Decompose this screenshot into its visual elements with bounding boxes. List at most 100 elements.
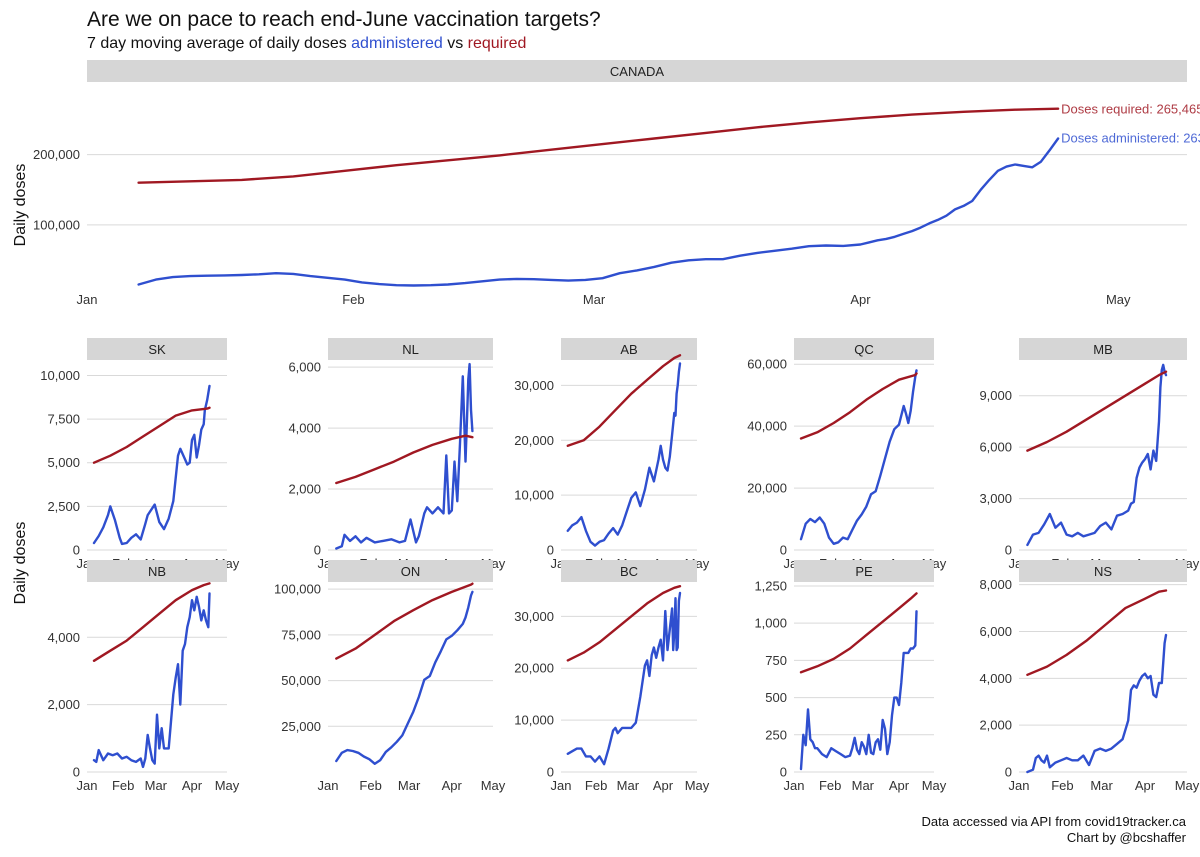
facet-strip-bc (561, 560, 697, 582)
subtitle-required: required (467, 35, 527, 52)
chart-caption: Data accessed via API from covid19tracke… (922, 814, 1186, 846)
x-tick-label-on: Mar (398, 778, 421, 793)
annotation-administered: Doses administered: 263,245 (1061, 131, 1200, 146)
y-tick-label-nl: 2,000 (288, 482, 321, 497)
y-tick-label-pe: 750 (765, 653, 787, 668)
facet-strip-pe (794, 560, 934, 582)
y-tick-label-on: 75,000 (281, 627, 321, 642)
caption-source: Data accessed via API from covid19tracke… (921, 814, 1186, 829)
y-tick-label-mb: 9,000 (979, 388, 1012, 403)
series-line-required-nb (92, 582, 211, 662)
series-line-required-sk (92, 406, 211, 464)
facet-strip-mb (1019, 338, 1187, 360)
chart-subtitle: 7 day moving average of daily doses admi… (87, 35, 526, 53)
facet-strip-on (328, 560, 493, 582)
series-line-administered-mb (1026, 363, 1168, 547)
x-tick-label-canada: May (1106, 292, 1131, 307)
x-tick-label-canada: Mar (583, 292, 606, 307)
facet-label-sk: SK (148, 342, 166, 357)
x-tick-label-on: Feb (359, 778, 381, 793)
y-tick-label-nl: 6,000 (288, 360, 321, 375)
series-line-administered-nb (92, 592, 211, 769)
x-tick-label-ns: Feb (1051, 778, 1073, 793)
x-tick-label-ns: Apr (1135, 778, 1156, 793)
series-line-required-canada (137, 107, 1060, 184)
x-tick-label-pe: Jan (784, 778, 805, 793)
x-tick-label-on: Apr (442, 778, 463, 793)
x-tick-label-ns: Jan (1009, 778, 1030, 793)
x-tick-label-on: May (481, 778, 506, 793)
y-tick-label-pe: 0 (780, 765, 787, 780)
x-tick-label-nb: Apr (182, 778, 203, 793)
annotation-required: Doses required: 265,465 (1061, 102, 1200, 117)
y-tick-label-ab: 20,000 (514, 433, 554, 448)
x-tick-label-ns: May (1175, 778, 1200, 793)
series-line-required-ab (566, 354, 682, 447)
x-tick-label-bc: May (685, 778, 710, 793)
facet-strip-ns (1019, 560, 1187, 582)
series-line-required-qc (799, 372, 918, 440)
series-line-administered-on (335, 590, 474, 765)
y-tick-label-ab: 0 (547, 543, 554, 558)
y-tick-label-ab: 30,000 (514, 378, 554, 393)
series-line-required-nl (335, 434, 474, 485)
facet-label-bc: BC (620, 564, 638, 579)
series-line-administered-qc (799, 369, 918, 545)
y-tick-label-nb: 2,000 (47, 697, 80, 712)
series-line-required-on (335, 582, 474, 660)
y-tick-label-sk: 0 (73, 543, 80, 558)
y-tick-label-nb: 0 (73, 765, 80, 780)
y-tick-label-canada: 200,000 (33, 147, 80, 162)
x-tick-label-pe: Feb (819, 778, 841, 793)
y-tick-label-pe: 1,250 (754, 578, 787, 593)
y-tick-label-on: 50,000 (281, 673, 321, 688)
y-tick-label-bc: 20,000 (514, 661, 554, 676)
y-tick-label-ab: 10,000 (514, 488, 554, 503)
y-tick-label-qc: 0 (780, 543, 787, 558)
y-tick-label-mb: 3,000 (979, 491, 1012, 506)
subtitle-administered: administered (351, 35, 443, 52)
x-tick-label-nb: Feb (112, 778, 134, 793)
x-tick-label-pe: Mar (852, 778, 875, 793)
series-line-administered-sk (92, 384, 211, 546)
facet-label-ab: AB (620, 342, 637, 357)
facet-label-ns: NS (1094, 564, 1112, 579)
x-tick-label-bc: Mar (617, 778, 640, 793)
x-tick-label-ns: Mar (1090, 778, 1113, 793)
x-tick-label-canada: Jan (77, 292, 98, 307)
facet-strip-sk (87, 338, 227, 360)
facet-label-canada: CANADA (610, 64, 665, 79)
facet-label-pe: PE (855, 564, 873, 579)
facet-strip-nb (87, 560, 227, 582)
chart-title: Are we on pace to reach end-June vaccina… (87, 8, 601, 31)
x-tick-label-canada: Apr (850, 292, 871, 307)
x-tick-label-bc: Jan (551, 778, 572, 793)
y-tick-label-pe: 1,000 (754, 616, 787, 631)
y-tick-label-sk: 10,000 (40, 368, 80, 383)
y-tick-label-pe: 250 (765, 727, 787, 742)
facet-strip-canada (87, 60, 1187, 82)
facet-label-qc: QC (854, 342, 874, 357)
series-line-administered-pe (799, 610, 918, 771)
x-tick-label-pe: Apr (889, 778, 910, 793)
y-tick-label-qc: 40,000 (747, 419, 787, 434)
y-tick-label-bc: 10,000 (514, 713, 554, 728)
facet-label-nb: NB (148, 564, 166, 579)
y-tick-label-pe: 500 (765, 690, 787, 705)
y-tick-label-on: 25,000 (281, 719, 321, 734)
y-axis-title-canada: Daily doses (12, 164, 29, 247)
x-tick-label-canada: Feb (342, 292, 364, 307)
series-line-required-bc (566, 585, 682, 662)
facet-strip-ab (561, 338, 697, 360)
y-tick-label-nl: 4,000 (288, 421, 321, 436)
y-tick-label-qc: 60,000 (747, 357, 787, 372)
y-tick-label-sk: 5,000 (47, 455, 80, 470)
x-tick-label-nb: Jan (77, 778, 98, 793)
series-line-required-ns (1026, 589, 1168, 676)
y-tick-label-canada: 100,000 (33, 217, 80, 232)
series-line-administered-ns (1026, 633, 1168, 774)
x-tick-label-nb: Mar (145, 778, 168, 793)
x-tick-label-bc: Feb (585, 778, 607, 793)
y-tick-label-sk: 7,500 (47, 412, 80, 427)
x-tick-label-nb: May (215, 778, 240, 793)
